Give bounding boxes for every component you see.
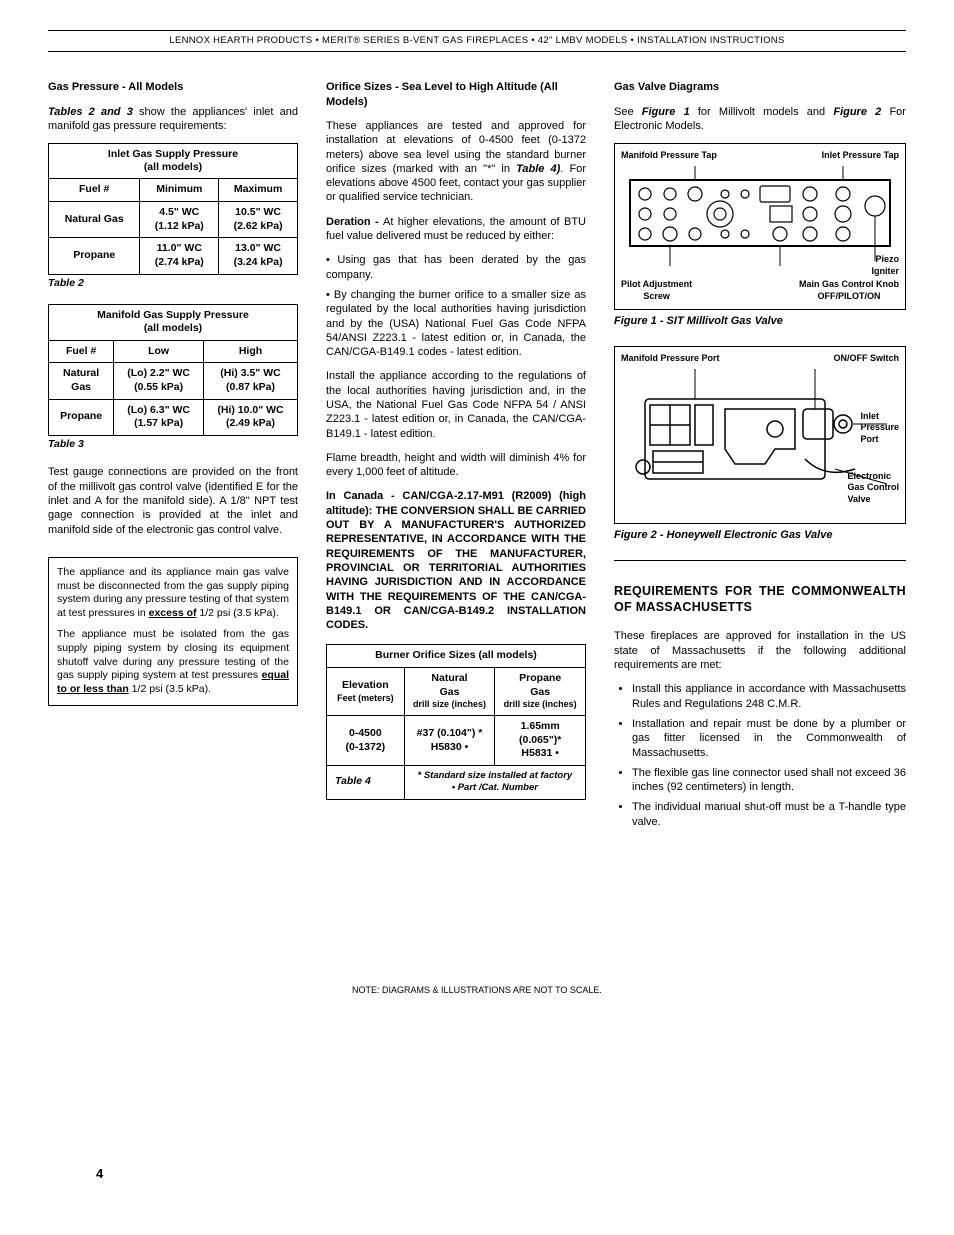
page-header: LENNOX HEARTH PRODUCTS • MERIT® SERIES B… [48,35,906,47]
deration-bullet-1: • Using gas that has been derated by the… [326,253,586,282]
fig1-label-pilot-screw: Pilot Adjustment Screw [621,279,692,302]
fig2-label-inlet-port: Inlet Pressure Port [860,411,899,446]
fig2-label-manifold-port: Manifold Pressure Port [621,353,720,365]
deration-bullet-2: • By changing the burner orifice to a sm… [326,288,586,359]
fig1-label-manifold-tap: Manifold Pressure Tap [621,150,717,162]
page-number: 4 [96,1166,103,1183]
figure-2-caption: Figure 2 - Honeywell Electronic Gas Valv… [614,528,906,542]
footer-scale-note: NOTE: DIAGRAMS & ILLUSTRATIONS ARE NOT T… [48,985,906,997]
fig1-label-inlet-tap: Inlet Pressure Tap [822,150,899,162]
heading-gas-pressure: Gas Pressure - All Models [48,80,298,94]
table-3-manifold-pressure: Manifold Gas Supply Pressure (all models… [48,304,298,435]
table-4-burner-orifice: Burner Orifice Sizes (all models) Elevat… [326,644,586,799]
pressure-test-note-box: The appliance and its appliance main gas… [48,557,298,706]
mass-requirements-list: Install this appliance in accordance wit… [614,682,906,829]
fig2-label-electronic-valve: Electronic Gas Control Valve [847,471,899,506]
figure-2-box: Manifold Pressure Port ON/OFF Switch [614,346,906,524]
mass-req-item: The individual manual shut-off must be a… [632,800,906,829]
intro-tables-ref: Tables 2 and 3 show the appliances' inle… [48,105,298,134]
para-orifice-intro: These appliances are tested and approved… [326,119,586,205]
para-mass-intro: These fireplaces are approved for instal… [614,629,906,672]
table-3-caption: Table 3 [48,438,298,452]
figure-1-box: Manifold Pressure Tap Inlet Pressure Tap [614,143,906,309]
heading-orifice-sizes: Orifice Sizes - Sea Level to High Altitu… [326,80,586,109]
figure-1-caption: Figure 1 - SIT Millivolt Gas Valve [614,314,906,328]
column-3: Gas Valve Diagrams See Figure 1 for Mill… [614,80,906,835]
column-1: Gas Pressure - All Models Tables 2 and 3… [48,80,298,835]
table-2-inlet-pressure: Inlet Gas Supply Pressure (all models) F… [48,143,298,274]
fig1-label-piezo: Piezo Igniter [871,254,899,277]
fig2-label-onoff-switch: ON/OFF Switch [833,353,899,365]
para-canada-conversion: In Canada - CAN/CGA-2.17-M91 (R2009) (hi… [326,489,586,632]
para-flame-diminish: Flame breadth, height and width will dim… [326,451,586,480]
mass-req-item: Installation and repair must be done by … [632,717,906,760]
mass-req-item: Install this appliance in accordance wit… [632,682,906,711]
para-test-gauge: Test gauge connections are provided on t… [48,465,298,536]
column-2: Orifice Sizes - Sea Level to High Altitu… [326,80,586,835]
fig1-label-main-knob: Main Gas Control Knob OFF/PILOT/ON [799,279,899,302]
heading-massachusetts-requirements: REQUIREMENTS FOR THE COMMONWEALTH OF MAS… [614,583,906,616]
mass-req-item: The flexible gas line connector used sha… [632,766,906,795]
table-2-caption: Table 2 [48,277,298,291]
para-install-regs: Install the appliance according to the r… [326,369,586,440]
para-see-figures: See Figure 1 for Millivolt models and Fi… [614,105,906,134]
heading-gas-valve-diagrams: Gas Valve Diagrams [614,80,906,94]
para-deration: Deration - At higher elevations, the amo… [326,215,586,244]
